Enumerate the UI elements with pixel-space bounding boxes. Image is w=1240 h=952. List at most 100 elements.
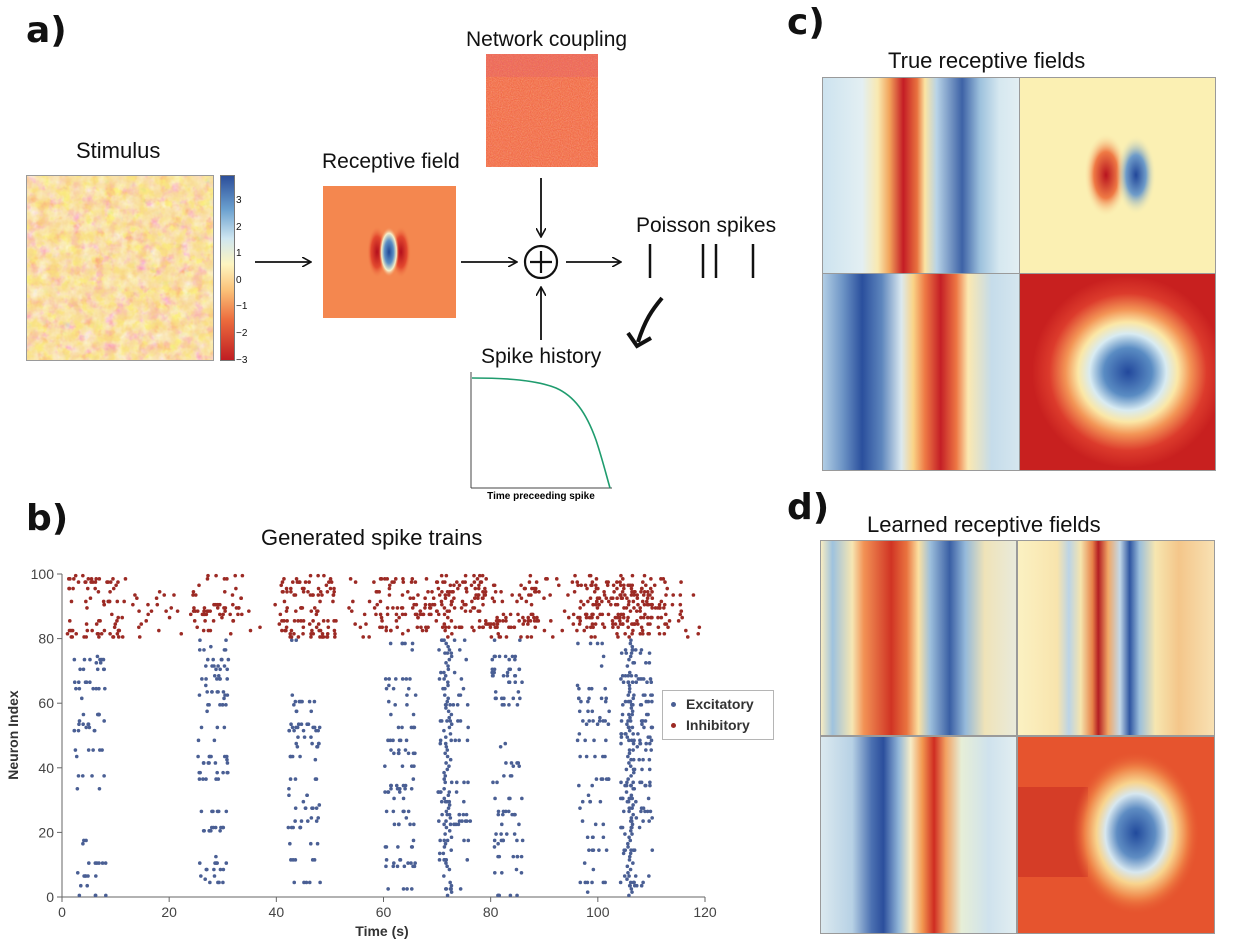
spike-dot: [587, 696, 591, 701]
spike-dot: [650, 699, 654, 704]
spike-dot: [131, 602, 135, 607]
spike-dot: [81, 712, 86, 717]
spike-dot: [292, 593, 296, 597]
spike-dot: [444, 861, 448, 865]
spike-dot: [287, 786, 291, 791]
spike-dot: [534, 580, 539, 584]
spike-dot: [585, 890, 590, 894]
spike-dot: [621, 851, 626, 856]
spike-dot: [636, 677, 641, 681]
spike-dot: [443, 841, 448, 846]
spike-dot: [458, 887, 463, 891]
spike-dot: [96, 589, 101, 594]
spike-dot: [423, 596, 427, 601]
spike-dot: [442, 838, 447, 843]
spike-dot: [500, 599, 505, 604]
spike-dot: [392, 796, 396, 801]
spike-dot: [314, 625, 319, 630]
spike-dot: [477, 609, 482, 613]
spike-dot: [600, 622, 605, 626]
spike-dot: [457, 812, 462, 817]
spike-dot: [449, 738, 454, 743]
spike-dot: [579, 599, 583, 604]
spike-dot: [452, 606, 457, 610]
spike-dot: [314, 612, 319, 617]
spike-dot: [353, 580, 358, 584]
spike-dot: [320, 593, 324, 597]
spike-dot: [209, 825, 214, 830]
spike-dot: [584, 754, 589, 759]
spike-dot: [314, 806, 319, 810]
spike-dot: [289, 628, 294, 633]
spike-dot: [445, 699, 450, 704]
spike-dot: [630, 709, 635, 714]
spike-dot: [225, 677, 230, 681]
spike-dot: [91, 580, 95, 584]
spike-dot: [582, 861, 587, 865]
spike-dot: [387, 677, 391, 681]
spike-dot: [82, 635, 86, 639]
spike-dot: [240, 573, 245, 578]
spike-dot: [473, 586, 478, 591]
spike-dot: [233, 573, 238, 578]
spike-dot: [515, 838, 519, 843]
spike-dot: [295, 725, 300, 730]
spike-dot: [296, 635, 301, 639]
raster-xlabel: Time (s): [355, 923, 408, 939]
spike-dot: [314, 819, 319, 823]
spike-dot: [406, 751, 411, 756]
spike-dot: [649, 693, 653, 697]
spike-dot: [77, 722, 81, 726]
legend-item-inhibitory: Inhibitory: [671, 717, 750, 733]
spike-dot: [99, 657, 104, 662]
spike-dot: [288, 635, 292, 639]
spike-dot: [578, 806, 582, 810]
spike-dot: [502, 774, 506, 778]
spike-dot: [225, 693, 230, 697]
spike-dot: [204, 867, 209, 872]
spike-dot: [137, 625, 141, 630]
spike-dot: [508, 612, 513, 617]
spike-dot: [631, 599, 636, 604]
spike-dot: [205, 709, 209, 714]
poisson-title: Poisson spikes: [636, 214, 777, 237]
spike-dot: [626, 841, 630, 846]
spike-dot: [504, 615, 508, 620]
spike-dot: [90, 774, 94, 778]
spike-dot: [437, 858, 442, 862]
spike-dot: [626, 693, 631, 697]
spike-dot: [461, 812, 466, 817]
spike-dot: [504, 832, 509, 836]
spike-dot: [203, 612, 207, 617]
panel-label-c: c): [787, 2, 825, 43]
spike-dot: [397, 751, 401, 756]
spike-dot: [604, 777, 609, 781]
spike-dot: [601, 654, 606, 659]
spike-dot: [279, 583, 284, 588]
spike-dot: [641, 880, 645, 885]
spike-dot: [439, 670, 443, 675]
spike-dot: [629, 586, 634, 591]
spike-dot: [478, 580, 483, 584]
spike-dot: [447, 803, 452, 807]
spike-dot: [396, 725, 401, 730]
spike-dot: [419, 625, 423, 630]
spike-dot: [666, 625, 670, 630]
spike-dot: [282, 619, 286, 623]
spike-dot: [685, 635, 690, 639]
spike-dot: [604, 848, 609, 852]
spike-dot: [211, 619, 216, 623]
spike-dot: [83, 580, 87, 584]
x-tick-label: 100: [586, 904, 610, 920]
spike-dot: [393, 677, 398, 681]
spike-dot: [631, 757, 636, 762]
spike-dot: [508, 893, 513, 898]
spike-dot: [218, 612, 222, 617]
spike-dot: [332, 619, 336, 623]
spike-dot: [627, 728, 632, 733]
spike-dot: [618, 580, 622, 584]
spike-dot: [315, 745, 320, 749]
spike-dot: [627, 599, 631, 604]
spike-dot: [493, 654, 497, 659]
colorbar-ticks: 3 2 1 0 −1 −2 −3: [236, 188, 247, 374]
